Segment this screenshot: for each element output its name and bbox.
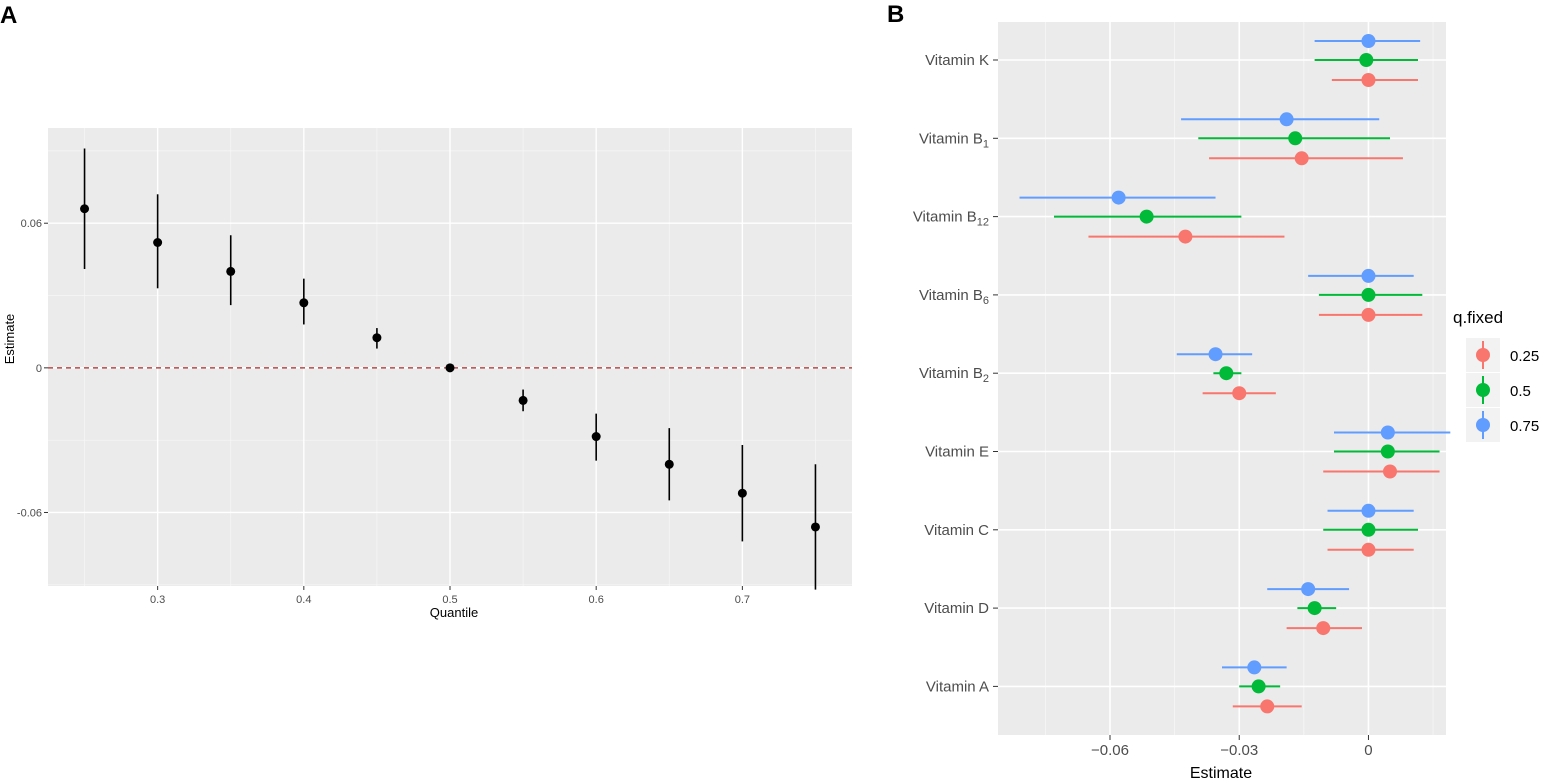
panel-b-point (1279, 112, 1294, 127)
legend-title: q.fixed (1453, 308, 1503, 327)
category-name: Vitamin B (919, 287, 983, 304)
panel-b-point (1361, 307, 1376, 322)
panel-a-xtick-label: 0.7 (735, 594, 750, 606)
panel-b-category-label: Vitamin B1 (919, 130, 989, 150)
legend-label: 0.25 (1510, 348, 1539, 365)
panel-b-point (1361, 542, 1376, 557)
legend-key-point (1476, 418, 1490, 432)
panel-b-point (1247, 660, 1262, 675)
legend-label: 0.5 (1510, 383, 1531, 400)
panel-b-point (1383, 464, 1397, 479)
panel-b-xtick-label: −0.03 (1220, 742, 1258, 759)
panel-b-point (1260, 699, 1275, 714)
panel-b-point (1316, 621, 1331, 636)
panel-a-point (226, 266, 236, 276)
category-subscript: 2 (983, 373, 989, 385)
panel-a-xtick-label: 0.4 (296, 594, 311, 606)
panel-b-point (1359, 53, 1374, 67)
panel-b-point (1307, 601, 1322, 616)
panel-b-point (1361, 268, 1376, 283)
panel-b-category-label: Vitamin B6 (919, 287, 989, 307)
panel-a-point (153, 238, 163, 247)
legend-label: 0.75 (1510, 418, 1539, 435)
panel-b-point (1294, 151, 1309, 166)
panel-b-point (1208, 347, 1223, 362)
legend-key-point (1476, 383, 1490, 397)
panel-b-point (1139, 209, 1154, 224)
category-name: Vitamin E (925, 444, 989, 461)
category-name: Vitamin D (924, 600, 989, 617)
panel-a-point (737, 488, 747, 498)
legend-key-point (1476, 348, 1490, 362)
category-subscript: 6 (983, 295, 989, 307)
panel-a-ytick-label: 0.06 (21, 218, 42, 230)
panel-b-xtick-label: 0 (1364, 742, 1372, 759)
panel-b-category-label: Vitamin A (926, 678, 989, 695)
panel-b-point (1361, 34, 1376, 48)
panel-b-point (1288, 131, 1303, 146)
panel-b-point (1301, 582, 1316, 597)
category-name: Vitamin A (926, 678, 989, 695)
category-name: Vitamin K (925, 52, 989, 69)
category-name: Vitamin C (924, 522, 989, 539)
panel-a-point (664, 459, 674, 469)
panel-a-point (810, 522, 820, 532)
panel-a-ytick-label: 0 (36, 363, 42, 375)
panel-a-ytick-label: -0.06 (17, 507, 42, 519)
panel-a-xaxis-title: Quantile (430, 605, 478, 620)
panel-b-category-label: Vitamin D (924, 600, 989, 617)
panel-b-category-label: Vitamin C (924, 522, 989, 539)
panel-a-point (80, 204, 90, 214)
category-name: Vitamin B (919, 365, 983, 382)
panel-b-label: B (887, 1, 904, 28)
panel-a-xtick-label: 0.5 (442, 594, 457, 606)
panel-a-point (445, 363, 455, 373)
panel-b-category-label: Vitamin B12 (913, 209, 989, 229)
panel-a-xtick-label: 0.3 (150, 594, 165, 606)
panel-b-point (1361, 503, 1376, 518)
panel-b-point (1251, 679, 1266, 694)
panel-a-yaxis-title: Estimate (2, 314, 17, 365)
panel-b-point (1361, 287, 1376, 302)
panel-b-point (1232, 386, 1247, 401)
panel-b-category-label: Vitamin B2 (919, 365, 989, 385)
category-subscript: 1 (983, 138, 989, 150)
panel-a-point (591, 432, 601, 442)
panel-a-point (372, 333, 382, 343)
panel-a-point (518, 395, 528, 405)
panel-b-point (1380, 444, 1395, 459)
panel-b-xaxis-title: Estimate (1190, 765, 1252, 780)
panel-b-point (1361, 73, 1376, 87)
panel-a-xtick-label: 0.6 (589, 594, 604, 606)
panel-a-point (299, 298, 309, 308)
panel-b-point (1111, 190, 1126, 205)
panel-b-point (1219, 366, 1234, 381)
panel-b-point (1380, 425, 1395, 440)
category-name: Vitamin B (913, 209, 977, 226)
panel-b-point (1361, 522, 1376, 537)
category-name: Vitamin B (919, 130, 983, 147)
panel-b-xtick-label: −0.06 (1091, 742, 1129, 759)
panel-a-label: A (0, 2, 17, 29)
category-subscript: 12 (977, 217, 989, 229)
panel-b-point (1178, 229, 1193, 244)
panel-b-category-label: Vitamin K (925, 52, 989, 69)
panel-b-category-label: Vitamin E (925, 444, 989, 461)
